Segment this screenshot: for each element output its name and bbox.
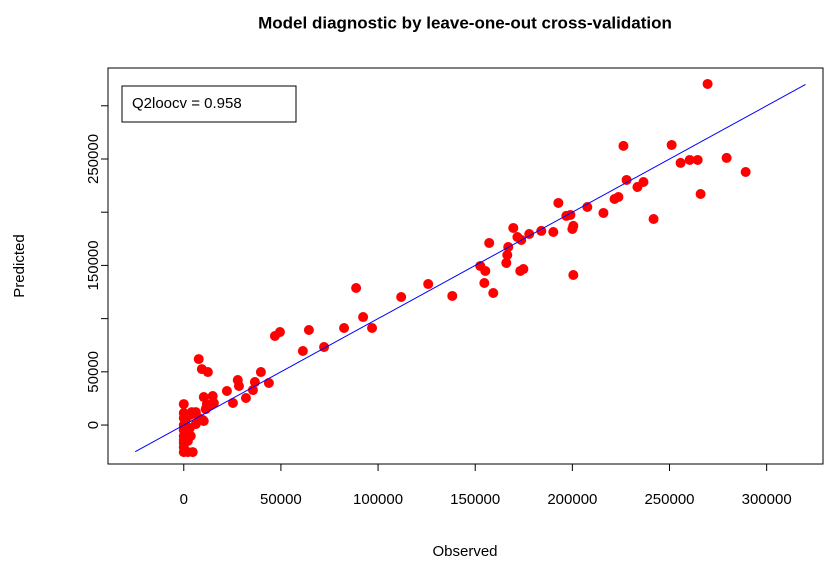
- point: [247, 385, 258, 396]
- point: [193, 354, 204, 365]
- point: [568, 220, 579, 231]
- x-tick-label: 250000: [644, 491, 694, 508]
- point: [613, 191, 624, 202]
- point: [648, 214, 659, 225]
- point: [240, 393, 251, 404]
- point: [423, 279, 434, 290]
- point: [447, 290, 458, 301]
- annotation: Q2loocv = 0.958: [132, 95, 242, 112]
- point: [666, 139, 677, 150]
- point: [621, 174, 632, 185]
- point: [692, 154, 703, 165]
- point: [501, 257, 512, 268]
- point: [208, 398, 219, 409]
- point: [695, 189, 706, 200]
- point: [297, 345, 308, 356]
- point: [178, 399, 189, 410]
- x-tick-label: 50000: [260, 491, 302, 508]
- point: [702, 78, 713, 89]
- point: [263, 378, 274, 389]
- x-tick-label: 200000: [547, 491, 597, 508]
- point: [721, 152, 732, 163]
- x-tick-label: 0: [180, 491, 188, 508]
- point: [190, 419, 201, 430]
- point: [488, 287, 499, 298]
- point: [484, 237, 495, 248]
- point: [233, 380, 244, 391]
- y-tick-label: 0: [85, 421, 102, 429]
- point: [303, 325, 314, 336]
- point: [740, 166, 751, 177]
- annotation-box: [121, 85, 297, 123]
- point: [565, 209, 576, 220]
- chart-title: Model diagnostic by leave-one-out cross-…: [258, 13, 672, 32]
- x-tick-label: 300000: [742, 491, 792, 508]
- point: [568, 269, 579, 280]
- point: [524, 229, 535, 240]
- point: [339, 322, 350, 333]
- point: [536, 225, 547, 236]
- point: [508, 222, 519, 233]
- point: [548, 226, 559, 237]
- point: [255, 367, 266, 378]
- point: [358, 312, 369, 323]
- x-tick-label: 100000: [353, 491, 403, 508]
- point: [274, 327, 285, 338]
- fit-line: [134, 84, 806, 453]
- point: [351, 282, 362, 293]
- plot-box: [107, 67, 824, 465]
- point: [396, 292, 407, 303]
- x-tick-label: 150000: [450, 491, 500, 508]
- point: [479, 277, 490, 288]
- point: [675, 157, 686, 168]
- x-axis-label: Observed: [432, 543, 497, 560]
- point: [582, 201, 593, 212]
- y-tick-label: 50000: [85, 351, 102, 393]
- point: [198, 416, 209, 427]
- y-tick-label: 250000: [85, 134, 102, 184]
- y-tick-label: 150000: [85, 240, 102, 290]
- point: [480, 265, 491, 276]
- point: [367, 322, 378, 333]
- point: [187, 447, 198, 458]
- point: [202, 367, 213, 378]
- point: [221, 385, 232, 396]
- point: [227, 398, 238, 409]
- point: [638, 176, 649, 187]
- point: [553, 197, 564, 208]
- point: [684, 154, 695, 165]
- point: [182, 436, 193, 447]
- point: [518, 264, 529, 275]
- y-axis-label: Predicted: [11, 234, 28, 297]
- point: [598, 207, 609, 218]
- point: [618, 140, 629, 151]
- point: [502, 249, 513, 260]
